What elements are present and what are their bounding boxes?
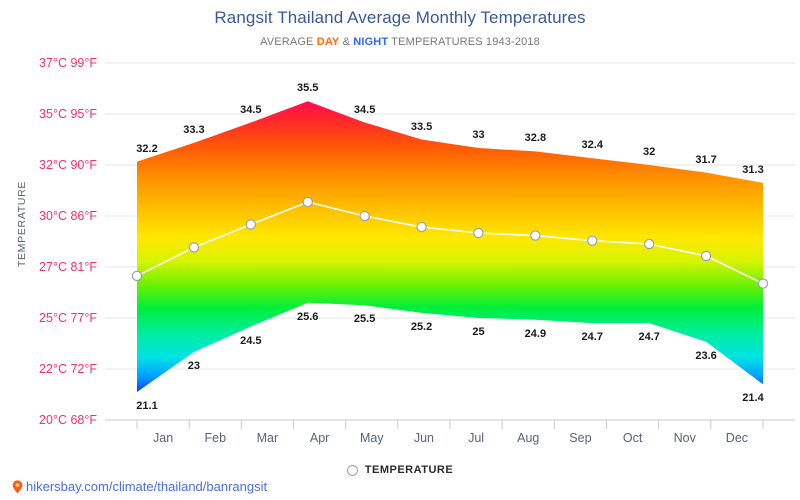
data-point-marker[interactable] [643, 238, 655, 250]
subtitle-prefix: AVERAGE [260, 36, 317, 48]
temperature-band [137, 101, 763, 392]
chart-subtitle: AVERAGE DAY & NIGHT TEMPERATURES 1943-20… [0, 36, 800, 48]
x-axis-tick-label: Sep [569, 431, 592, 445]
low-temperature-label: 25.6 [297, 310, 319, 323]
data-point-marker[interactable] [757, 278, 769, 289]
page-title: Rangsit Thailand Average Monthly Tempera… [214, 8, 586, 27]
mean-temperature-line [136, 201, 764, 285]
x-axis-tick-label: Dec [725, 431, 749, 445]
y-axis-tick-label: 20°C 68°F [39, 413, 97, 427]
data-point-marker[interactable] [473, 227, 484, 239]
low-temperature-label: 24.9 [524, 327, 547, 340]
low-temperature-label: 21.4 [742, 392, 764, 405]
high-temperature-label: 33 [472, 129, 485, 141]
x-axis-tick-label: Aug [517, 431, 540, 445]
high-temperature-label: 31.3 [742, 163, 764, 176]
temperature-range-area [137, 101, 763, 392]
data-point-marker[interactable] [530, 230, 541, 241]
mean-temperature-markers [131, 196, 769, 289]
subtitle-day: DAY [316, 36, 340, 48]
low-temperature-label: 23.6 [695, 349, 717, 362]
low-temperature-label: 25.5 [353, 313, 376, 326]
legend-item-temperature: TEMPERATURE [364, 464, 454, 476]
map-pin-icon [12, 479, 23, 494]
x-axis-tick-label: Jul [468, 431, 485, 445]
source-link[interactable]: hikersbay.com/climate/thailand/banrangsi… [12, 479, 267, 494]
y-axis-tick-label: 35°C 95°F [39, 107, 97, 121]
low-temperature-label: 24.7 [638, 331, 660, 344]
subtitle-suffix: TEMPERATURES 1943-2018 [388, 36, 540, 48]
high-temperature-label: 32.8 [524, 132, 547, 145]
x-axis-tick-label: Jun [413, 431, 434, 445]
y-axis-tick-label: 22°C 72°F [39, 362, 97, 376]
subtitle-ampersand: & [339, 36, 354, 48]
y-axis-tick-label: 37°C 99°F [39, 56, 97, 70]
x-axis-tick-label: Mar [256, 431, 279, 445]
mean-line-path [136, 201, 764, 285]
data-point-marker[interactable] [188, 242, 200, 253]
low-temperature-label: 21.1 [136, 399, 158, 412]
low-temperature-label: 25.2 [410, 320, 433, 333]
high-temperature-label: 32.4 [581, 139, 603, 152]
chart-legend: TEMPERATURE [0, 464, 800, 476]
data-point-marker[interactable] [700, 250, 712, 262]
high-temperature-label: 32 [643, 146, 656, 158]
high-temperature-label: 35.5 [297, 82, 319, 95]
high-temperature-label: 34.5 [353, 103, 376, 116]
low-temperature-label: 24.7 [581, 331, 603, 344]
y-axis-tick-label: 27°C 81°F [39, 260, 97, 274]
y-axis-tick-label: 30°C 86°F [39, 209, 97, 223]
data-point-marker[interactable] [245, 219, 257, 230]
x-axis-tick-label: Jan [153, 431, 174, 445]
high-temperature-label: 32.2 [136, 142, 158, 155]
low-temperature-label: 23 [187, 360, 201, 372]
low-temperature-label: 25 [472, 326, 485, 338]
x-axis-tick-label: May [359, 431, 384, 445]
x-axis-tick-label: Oct [622, 431, 643, 445]
high-temperature-label: 33.3 [183, 123, 205, 136]
x-axis-tick-label: Feb [204, 431, 227, 445]
data-point-marker[interactable] [131, 270, 143, 282]
circle-marker-icon [346, 464, 358, 476]
source-link-text: hikersbay.com/climate/thailand/banrangsi… [26, 479, 268, 494]
x-axis-tick-label: Nov [673, 431, 696, 445]
axis-lines [105, 419, 795, 429]
data-point-marker[interactable] [302, 196, 313, 208]
subtitle-night: NIGHT [353, 36, 389, 48]
low-temperature-label: 24.5 [240, 334, 262, 347]
high-temperature-label: 34.5 [240, 103, 262, 116]
data-point-marker[interactable] [416, 221, 427, 233]
data-point-marker[interactable] [359, 210, 370, 222]
high-temperature-label: 31.7 [695, 153, 717, 166]
y-axis-tick-label: 32°C 90°F [39, 158, 97, 172]
y-axis-tick-label: 25°C 77°F [39, 311, 97, 325]
x-axis-tick-label: Apr [309, 431, 330, 445]
high-temperature-label: 33.5 [410, 120, 433, 133]
data-point-marker[interactable] [587, 235, 598, 246]
